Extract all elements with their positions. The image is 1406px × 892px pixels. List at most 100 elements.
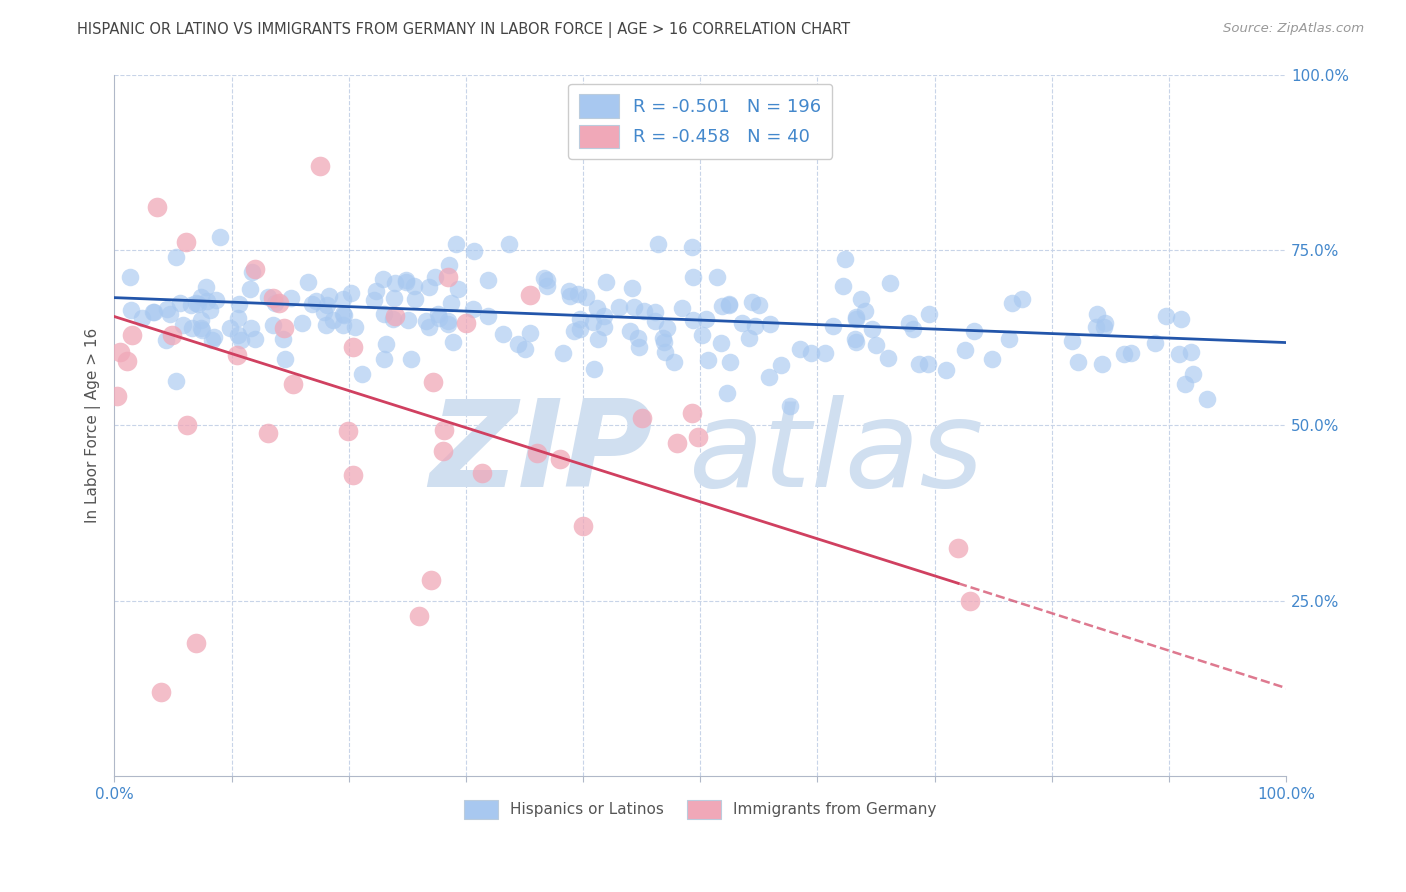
Point: [477, 310, 499, 324]
Point: [186, 636, 208, 650]
Text: Source: ZipAtlas.com: Source: ZipAtlas.com: [1223, 22, 1364, 36]
Point: [586, 332, 609, 346]
Point: [322, 313, 344, 327]
Point: [593, 320, 616, 334]
Point: [569, 311, 592, 326]
Point: [917, 357, 939, 371]
Point: [433, 423, 456, 437]
Point: [717, 298, 740, 312]
Point: [395, 273, 418, 287]
Point: [655, 321, 678, 335]
Point: [308, 159, 330, 173]
Point: [664, 355, 686, 369]
Point: [1092, 320, 1115, 334]
Point: [519, 287, 541, 301]
Point: [262, 318, 284, 333]
Point: [506, 337, 529, 351]
Point: [654, 345, 676, 359]
Point: [108, 344, 131, 359]
Point: [959, 593, 981, 607]
Point: [647, 236, 669, 251]
Point: [789, 342, 811, 356]
Point: [686, 430, 709, 444]
Point: [568, 322, 591, 336]
Point: [228, 296, 250, 310]
Point: [174, 235, 197, 249]
Point: [195, 293, 218, 308]
Point: [759, 317, 782, 331]
Point: [190, 290, 212, 304]
Point: [558, 285, 581, 299]
Point: [344, 320, 367, 334]
Point: [681, 406, 703, 420]
Point: [190, 312, 212, 326]
Text: atlas: atlas: [689, 395, 984, 512]
Point: [339, 286, 361, 301]
Point: [935, 363, 957, 377]
Point: [1085, 320, 1108, 334]
Point: [243, 332, 266, 346]
Point: [399, 351, 422, 366]
Point: [225, 348, 247, 362]
Point: [744, 319, 766, 334]
Point: [382, 292, 405, 306]
Point: [953, 343, 976, 358]
Point: [187, 297, 209, 311]
Point: [718, 355, 741, 369]
Point: [946, 541, 969, 555]
Point: [548, 452, 571, 467]
Point: [201, 333, 224, 347]
Point: [526, 446, 548, 460]
Point: [219, 321, 242, 335]
Point: [1090, 357, 1112, 371]
Point: [384, 309, 406, 323]
Point: [426, 307, 449, 321]
Point: [682, 313, 704, 327]
Point: [441, 334, 464, 349]
Y-axis label: In Labor Force | Age > 16: In Labor Force | Age > 16: [86, 327, 101, 523]
Point: [120, 303, 142, 318]
Point: [1114, 347, 1136, 361]
Point: [553, 346, 575, 360]
Point: [384, 276, 406, 290]
Point: [1168, 347, 1191, 361]
Point: [562, 324, 585, 338]
Point: [586, 301, 609, 315]
Point: [575, 290, 598, 304]
Point: [779, 399, 801, 413]
Point: [395, 275, 418, 289]
Point: [710, 335, 733, 350]
Point: [879, 276, 901, 290]
Point: [156, 302, 179, 317]
Point: [1094, 316, 1116, 330]
Point: [1182, 367, 1205, 381]
Point: [1180, 344, 1202, 359]
Point: [396, 313, 419, 327]
Point: [862, 322, 884, 336]
Point: [652, 334, 675, 349]
Point: [901, 322, 924, 336]
Point: [447, 282, 470, 296]
Point: [243, 262, 266, 277]
Point: [623, 300, 645, 314]
Point: [408, 608, 430, 623]
Point: [371, 272, 394, 286]
Point: [471, 466, 494, 480]
Point: [716, 386, 738, 401]
Point: [165, 374, 187, 388]
Point: [682, 269, 704, 284]
Point: [166, 250, 188, 264]
Point: [332, 307, 354, 321]
Point: [332, 318, 354, 333]
Point: [627, 331, 650, 345]
Point: [1144, 336, 1167, 351]
Point: [231, 333, 253, 347]
Point: [1067, 354, 1090, 368]
Point: [159, 307, 181, 321]
Point: [280, 291, 302, 305]
Point: [845, 335, 868, 350]
Point: [180, 297, 202, 311]
Point: [695, 312, 717, 326]
Point: [607, 300, 630, 314]
Point: [318, 289, 340, 303]
